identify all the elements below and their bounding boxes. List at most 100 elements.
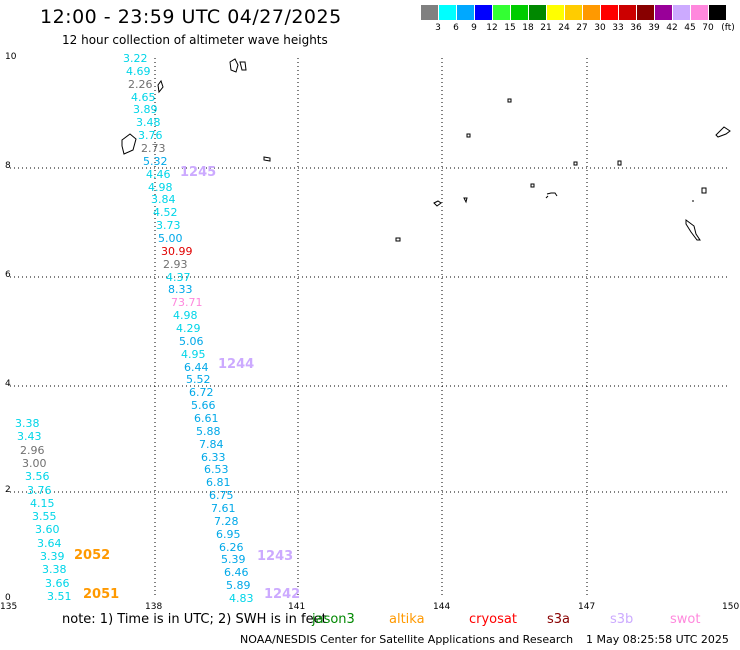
island-outline [685, 200, 701, 241]
wave-height-value: 30.99 [161, 245, 193, 258]
wave-height-value: 3.22 [123, 52, 148, 65]
wave-height-value: 3.38 [42, 563, 67, 576]
legend-swatch [619, 5, 636, 20]
legend-label: 36 [630, 23, 642, 33]
legend-swatch [439, 5, 456, 20]
wave-height-value: 3.73 [156, 219, 181, 232]
legend-swatch [673, 5, 690, 20]
island-outline [121, 133, 137, 155]
island-outline [530, 183, 535, 188]
wave-height-value: 4.98 [173, 309, 198, 322]
legend-swatch [457, 5, 474, 20]
wave-height-value: 4.29 [176, 322, 201, 335]
island-outline [229, 58, 247, 73]
satellite-label: cryosat [469, 612, 517, 627]
wave-height-value: 6.53 [204, 463, 229, 476]
lon-label: 138 [145, 602, 163, 612]
wave-height-value: 6.26 [219, 541, 244, 554]
legend-swatch [529, 5, 546, 20]
legend-swatch [421, 5, 438, 20]
legend-swatch [475, 5, 492, 20]
legend-swatch [691, 5, 708, 20]
legend-label: 70 [702, 23, 714, 33]
wave-height-value: 2.26 [128, 78, 153, 91]
chart-title: 12:00 - 23:59 UTC 04/27/2025 [40, 6, 342, 28]
lon-label: 141 [288, 602, 306, 612]
legend-label: 27 [576, 23, 588, 33]
pass-label: 2051 [83, 587, 120, 602]
legend-swatch [601, 5, 618, 20]
wave-height-value: 5.89 [226, 579, 251, 592]
lat-label: 6 [5, 270, 11, 280]
legend-label: 12 [486, 23, 498, 33]
legend-label: 6 [453, 23, 459, 33]
legend-swatch [511, 5, 528, 20]
island-outline [617, 160, 622, 166]
wave-height-value: 6.33 [201, 451, 226, 464]
legend-swatch [655, 5, 672, 20]
legend-swatch [547, 5, 564, 20]
pass-label: 1244 [218, 357, 255, 372]
wave-height-value: 6.81 [206, 476, 231, 489]
wave-height-value: 6.72 [189, 386, 214, 399]
island-outline [157, 79, 164, 94]
wave-height-value: 6.75 [209, 489, 234, 502]
credit-line: NOAA/NESDIS Center for Satellite Applica… [240, 633, 574, 646]
wave-height-value: 4.83 [229, 592, 254, 605]
wave-height-value: 5.39 [221, 553, 246, 566]
wave-height-value: 4.52 [153, 206, 178, 219]
satellite-label: jason3 [312, 612, 355, 627]
legend-label: 42 [666, 23, 678, 33]
wave-height-value: 4.98 [148, 181, 173, 194]
wave-height-value: 6.46 [224, 566, 249, 579]
legend-label: 9 [471, 23, 477, 33]
wave-height-value: 4.15 [30, 497, 55, 510]
lon-label: 144 [433, 602, 451, 612]
wave-height-value: 3.76 [27, 484, 52, 497]
island-outline [395, 237, 401, 242]
wave-height-value: 4.37 [166, 271, 191, 284]
legend-label: 21 [540, 23, 552, 33]
wave-height-value: 6.61 [194, 412, 219, 425]
wave-height-value: 4.46 [146, 168, 171, 181]
legend-label: 33 [612, 23, 624, 33]
legend-label: 24 [558, 23, 570, 33]
wave-height-value: 3.43 [17, 430, 42, 443]
wave-height-value: 3.84 [151, 193, 176, 206]
lat-label: 4 [5, 379, 11, 389]
wave-height-value: 73.71 [171, 296, 203, 309]
wave-height-value: 3.56 [25, 470, 50, 483]
satellite-label: s3b [610, 612, 634, 627]
wave-height-value: 3.64 [37, 537, 62, 550]
lat-label: 0 [5, 593, 11, 603]
legend-label: 45 [684, 23, 696, 33]
island-outline [701, 187, 707, 194]
wave-height-value: 6.44 [184, 361, 209, 374]
wave-height-value: 5.52 [186, 373, 211, 386]
wave-height-value: 3.38 [15, 417, 40, 430]
wave-height-value: 7.84 [199, 438, 224, 451]
wave-height-value: 2.73 [141, 142, 166, 155]
wave-height-value: 3.48 [136, 116, 161, 129]
wave-height-value: 2.93 [163, 258, 188, 271]
legend-swatch [637, 5, 654, 20]
wave-height-value: 5.66 [191, 399, 216, 412]
wave-height-value: 3.89 [133, 103, 158, 116]
wave-height-value: 3.76 [138, 129, 163, 142]
wave-height-value: 7.61 [211, 502, 236, 515]
island-outline [463, 197, 468, 204]
lat-label: 10 [5, 52, 17, 62]
wave-height-value: 3.66 [45, 577, 70, 590]
wave-height-value: 3.55 [32, 510, 57, 523]
satellite-label: s3a [547, 612, 571, 627]
footer-note: note: 1) Time is in UTC; 2) SWH is in fe… [62, 612, 327, 627]
generated-timestamp: 1 May 08:25:58 UTC 2025 [586, 633, 729, 646]
legend-swatch [709, 5, 726, 20]
satellite-label: altika [389, 612, 425, 627]
lat-label: 8 [5, 161, 11, 171]
legend-label: 3 [435, 23, 441, 33]
pass-label: 2052 [74, 548, 111, 563]
wave-height-value: 5.32 [143, 155, 168, 168]
island-outline [573, 161, 578, 166]
lon-label: 147 [578, 602, 596, 612]
